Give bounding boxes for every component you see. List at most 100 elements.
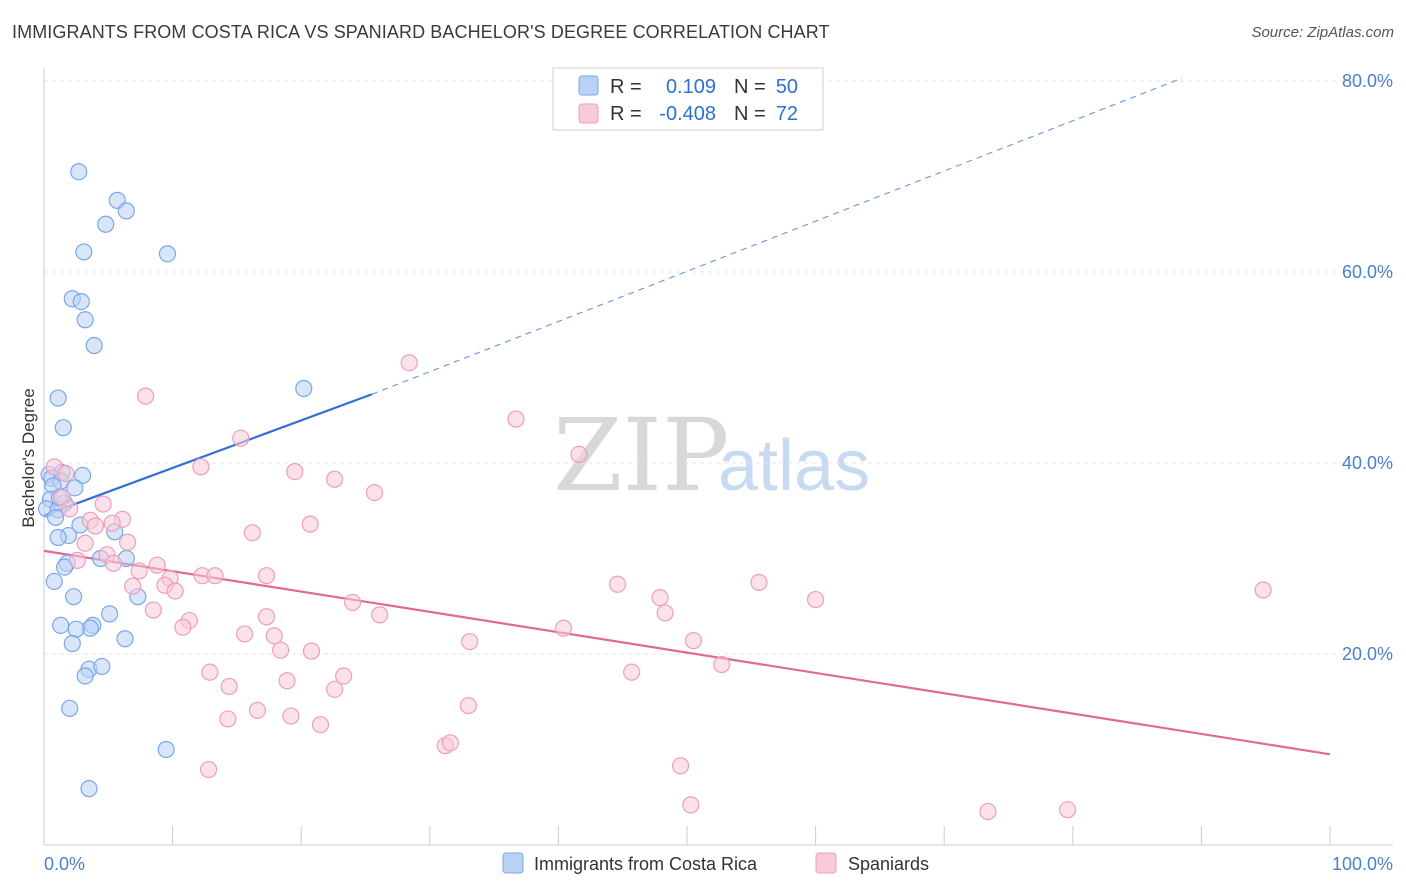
point-spaniards-62 bbox=[219, 710, 237, 728]
point-costa-rica-40 bbox=[116, 630, 134, 648]
point-spaniards-55 bbox=[335, 667, 353, 685]
point-spaniards-8 bbox=[365, 484, 384, 502]
point-spaniards-34 bbox=[750, 573, 768, 591]
legend-r-label-2: R = bbox=[610, 103, 642, 125]
point-spaniards-47 bbox=[265, 627, 283, 645]
point-costa-rica-27 bbox=[49, 528, 67, 547]
point-spaniards-23 bbox=[68, 551, 87, 570]
point-spaniards-12 bbox=[94, 495, 112, 513]
point-spaniards-57 bbox=[220, 677, 238, 696]
point-costa-rica-41 bbox=[63, 634, 81, 653]
point-spaniards-1 bbox=[136, 387, 155, 405]
point-costa-rica-16 bbox=[73, 466, 92, 485]
point-spaniards-44 bbox=[174, 618, 192, 636]
point-spaniards-25 bbox=[104, 554, 123, 572]
point-spaniards-56 bbox=[278, 672, 296, 690]
point-costa-rica-10 bbox=[295, 379, 313, 398]
point-spaniards-71 bbox=[1059, 801, 1077, 819]
point-spaniards-39 bbox=[144, 601, 162, 619]
point-spaniards-49 bbox=[461, 632, 479, 651]
point-costa-rica-46 bbox=[157, 740, 175, 759]
point-spaniards-58 bbox=[326, 680, 344, 698]
point-costa-rica-48 bbox=[46, 508, 65, 527]
point-costa-rica-0 bbox=[70, 163, 88, 181]
legend-r-value-1: 0.109 bbox=[666, 76, 716, 98]
point-costa-rica-45 bbox=[61, 699, 79, 718]
point-spaniards-37 bbox=[806, 590, 825, 609]
data-points bbox=[37, 163, 1272, 821]
legend-r-label-1: R = bbox=[610, 76, 642, 98]
stats-legend: R = 0.109 N = 50 R = -0.408 N = 72 bbox=[552, 67, 824, 131]
x-tick-label-max: 100.0% bbox=[1332, 854, 1393, 874]
point-spaniards-2 bbox=[507, 410, 525, 428]
point-spaniards-16 bbox=[103, 514, 121, 532]
point-spaniards-0 bbox=[400, 354, 418, 372]
axes bbox=[43, 68, 1393, 846]
point-spaniards-52 bbox=[713, 655, 731, 674]
point-spaniards-65 bbox=[441, 734, 459, 752]
trend-line-spaniards bbox=[43, 549, 1331, 756]
point-costa-rica-9 bbox=[85, 336, 103, 355]
point-spaniards-50 bbox=[272, 641, 290, 659]
point-spaniards-18 bbox=[301, 515, 319, 533]
point-costa-rica-35 bbox=[100, 605, 119, 623]
point-costa-rica-7 bbox=[72, 293, 90, 311]
point-spaniards-38 bbox=[344, 593, 362, 612]
point-costa-rica-3 bbox=[97, 215, 115, 233]
point-spaniards-67 bbox=[200, 760, 218, 779]
point-spaniards-59 bbox=[459, 696, 477, 715]
point-spaniards-5 bbox=[192, 458, 210, 476]
trend-lines bbox=[43, 77, 1331, 756]
point-costa-rica-47 bbox=[80, 780, 98, 798]
trend-line-costa-rica bbox=[43, 393, 373, 517]
point-costa-rica-2 bbox=[117, 202, 135, 220]
point-spaniards-3 bbox=[232, 429, 250, 447]
legend-n-value-1: 50 bbox=[776, 76, 798, 98]
point-costa-rica-4 bbox=[75, 243, 93, 261]
bottom-legend-swatch-spaniards bbox=[815, 852, 837, 874]
point-costa-rica-44 bbox=[76, 667, 94, 685]
y-tick-label-60: 60.0% bbox=[1342, 262, 1393, 282]
point-spaniards-48 bbox=[684, 632, 703, 650]
bottom-legend-swatch-costa-rica bbox=[502, 852, 524, 874]
legend-n-label-1: N = bbox=[734, 76, 766, 98]
point-spaniards-17 bbox=[86, 517, 105, 535]
point-spaniards-53 bbox=[201, 663, 219, 681]
point-spaniards-41 bbox=[656, 604, 674, 622]
legend-n-label-2: N = bbox=[734, 103, 766, 125]
point-spaniards-66 bbox=[671, 757, 690, 775]
point-spaniards-29 bbox=[257, 567, 276, 585]
bottom-legend-label-spaniards: Spaniards bbox=[848, 854, 929, 874]
point-spaniards-7 bbox=[326, 470, 344, 488]
point-spaniards-54 bbox=[623, 663, 641, 681]
chart-title: IMMIGRANTS FROM COSTA RICA VS SPANIARD B… bbox=[12, 22, 830, 42]
point-spaniards-45 bbox=[554, 619, 573, 637]
point-costa-rica-39 bbox=[67, 620, 85, 638]
legend-swatch-costa-rica bbox=[578, 75, 599, 96]
point-spaniards-63 bbox=[311, 716, 330, 734]
point-spaniards-13 bbox=[61, 500, 79, 518]
legend-r-value-2: -0.408 bbox=[659, 103, 716, 125]
point-spaniards-32 bbox=[124, 577, 142, 595]
y-tick-labels: 20.0% 40.0% 60.0% 80.0% bbox=[1342, 71, 1393, 664]
point-spaniards-70 bbox=[979, 802, 997, 821]
x-tick-label-min: 0.0% bbox=[44, 854, 85, 874]
point-spaniards-60 bbox=[248, 701, 267, 719]
point-costa-rica-32 bbox=[45, 572, 63, 591]
point-spaniards-24 bbox=[148, 556, 166, 574]
gridlines bbox=[44, 80, 1393, 655]
y-tick-label-80: 80.0% bbox=[1342, 71, 1393, 91]
point-costa-rica-11 bbox=[49, 389, 67, 407]
point-spaniards-68 bbox=[1254, 581, 1272, 599]
y-tick-label-40: 40.0% bbox=[1342, 453, 1393, 473]
point-costa-rica-5 bbox=[158, 245, 177, 263]
trend-line-costa-rica-extension bbox=[371, 77, 1183, 395]
point-costa-rica-33 bbox=[64, 588, 83, 606]
point-spaniards-35 bbox=[166, 582, 184, 600]
point-costa-rica-43 bbox=[93, 657, 111, 676]
source-label: Source: ZipAtlas.com bbox=[1251, 24, 1394, 41]
point-spaniards-36 bbox=[651, 589, 669, 607]
point-spaniards-40 bbox=[371, 606, 389, 624]
point-spaniards-4 bbox=[570, 445, 588, 464]
